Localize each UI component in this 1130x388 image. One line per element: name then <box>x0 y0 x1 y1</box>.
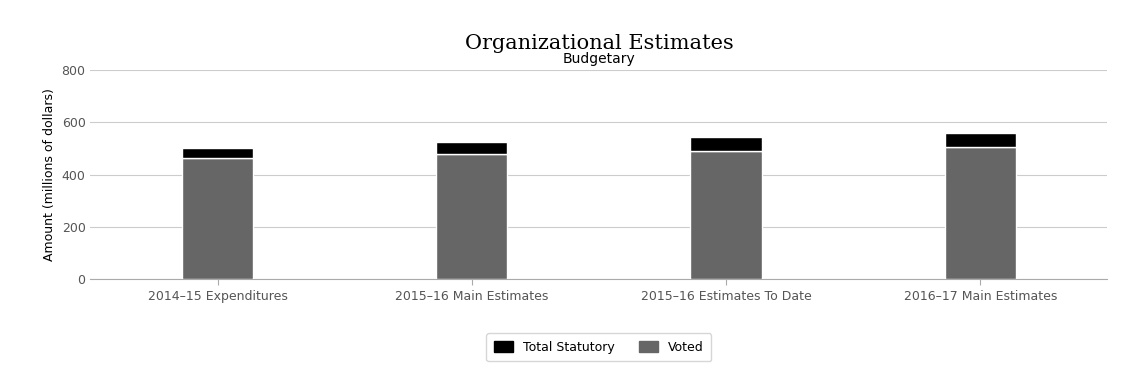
Bar <box>436 142 507 154</box>
Bar <box>182 158 253 279</box>
Y-axis label: Amount (millions of dollars): Amount (millions of dollars) <box>43 88 56 261</box>
Legend: Total Statutory, Voted: Total Statutory, Voted <box>486 333 712 361</box>
Bar <box>436 154 507 279</box>
Bar <box>945 133 1016 147</box>
Text: Budgetary: Budgetary <box>563 52 635 66</box>
Bar <box>690 151 762 279</box>
Bar <box>690 137 762 151</box>
Bar <box>945 147 1016 279</box>
Bar <box>182 148 253 158</box>
Text: Organizational Estimates: Organizational Estimates <box>464 34 733 53</box>
